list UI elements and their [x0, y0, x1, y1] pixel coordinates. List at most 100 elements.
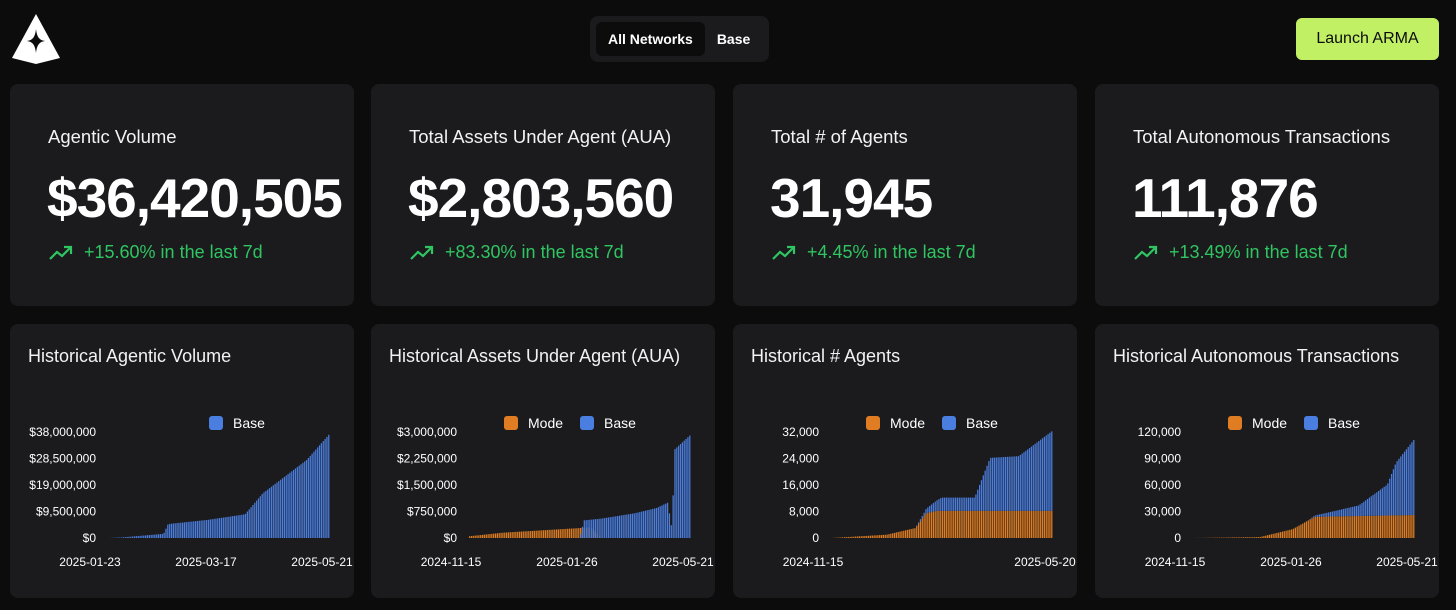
x-tick-label: 2025-05-21 [1376, 555, 1438, 569]
bar [951, 497, 953, 511]
bar [840, 537, 842, 538]
stat-card-transactions: Total Autonomous Transactions 111,876 +1… [1095, 84, 1439, 306]
bar [176, 523, 178, 538]
chart-title: Historical # Agents [751, 346, 901, 366]
bar [1359, 515, 1361, 538]
bar [244, 513, 247, 538]
bar [504, 532, 506, 538]
stat-change-text: +13.49% in the last 7d [1169, 242, 1348, 262]
bar [1392, 515, 1395, 538]
bar [548, 529, 550, 538]
bar [953, 497, 955, 511]
y-tick-label: 24,000 [782, 452, 819, 466]
bar [607, 517, 609, 538]
bar [1030, 446, 1033, 511]
bar [973, 510, 975, 538]
bar [557, 529, 560, 538]
legend-swatch [1228, 416, 1242, 430]
bar [1025, 510, 1027, 538]
bar [311, 453, 313, 538]
bar [313, 451, 315, 538]
x-tick-label: 2024-11-15 [783, 555, 844, 569]
bar [1043, 510, 1045, 538]
y-tick-label: 60,000 [1144, 478, 1181, 492]
x-tick-label: 2025-05-21 [291, 555, 353, 569]
bar [157, 534, 160, 538]
bar [890, 533, 892, 538]
bar [979, 510, 981, 538]
bar [1365, 500, 1367, 516]
bar [194, 521, 197, 538]
bar [991, 457, 994, 511]
legend-item: Base [209, 415, 265, 431]
x-tick-label: 2025-01-23 [59, 555, 121, 569]
bar [528, 531, 530, 538]
bar [196, 520, 199, 538]
bar [1372, 494, 1374, 516]
bar [1379, 515, 1382, 538]
bar [502, 532, 504, 538]
bar [133, 536, 136, 538]
bar [615, 516, 617, 538]
bar [600, 518, 602, 538]
bar [882, 534, 885, 538]
bar [1017, 510, 1020, 538]
bar [1244, 537, 1247, 538]
bar [318, 445, 321, 538]
chart-title: Historical Assets Under Agent (AUA) [389, 346, 681, 366]
bar [685, 438, 687, 538]
bar [1315, 516, 1317, 538]
bar [956, 510, 959, 538]
bar [1355, 516, 1358, 538]
y-tick-label: 90,000 [1144, 452, 1181, 466]
bar [570, 528, 572, 538]
y-tick-label: 120,000 [1138, 425, 1182, 439]
bar [650, 509, 652, 538]
bar [908, 529, 910, 538]
bar [178, 522, 180, 538]
bar [307, 457, 310, 538]
bar [283, 476, 285, 538]
bar [1003, 510, 1005, 538]
bar [631, 513, 634, 538]
bar [511, 532, 513, 538]
bar [1043, 436, 1045, 511]
y-tick-label: $0 [444, 531, 458, 545]
bar [1333, 511, 1335, 517]
bar [851, 536, 853, 538]
bar [1040, 510, 1042, 538]
bar [1385, 515, 1387, 538]
bar [1316, 516, 1319, 538]
bar [568, 528, 571, 538]
arma-logo[interactable] [10, 12, 62, 66]
bar [1326, 512, 1328, 517]
bar [1405, 449, 1407, 516]
bar [1036, 510, 1038, 538]
y-tick-label: $750,000 [407, 505, 457, 519]
bar [925, 513, 927, 538]
bar [1368, 497, 1370, 516]
bar [555, 529, 558, 538]
bar [1372, 515, 1374, 538]
bar [305, 460, 308, 538]
bar [326, 436, 328, 538]
bar [1014, 510, 1016, 538]
launch-arma-button[interactable]: Launch ARMA [1296, 18, 1439, 60]
bar [655, 508, 658, 538]
legend-label: Mode [890, 415, 925, 431]
bar [1366, 515, 1369, 538]
chart-aua: Mode Base $3,000,000 $2,250,000 $1,500,000 $7… [397, 415, 714, 569]
bar [237, 515, 239, 538]
bar [663, 504, 665, 538]
bar [1342, 516, 1345, 538]
y-tick-label: $9,500,000 [36, 505, 96, 519]
bar [947, 510, 949, 538]
bar [539, 530, 541, 538]
legend-label: Base [1328, 415, 1360, 431]
stat-label: Total Assets Under Agent (AUA) [409, 126, 672, 147]
bar [855, 536, 857, 538]
bar [1374, 493, 1376, 516]
network-all-button[interactable]: All Networks [596, 22, 705, 56]
network-base-button[interactable]: Base [716, 31, 751, 47]
bar [611, 516, 613, 538]
